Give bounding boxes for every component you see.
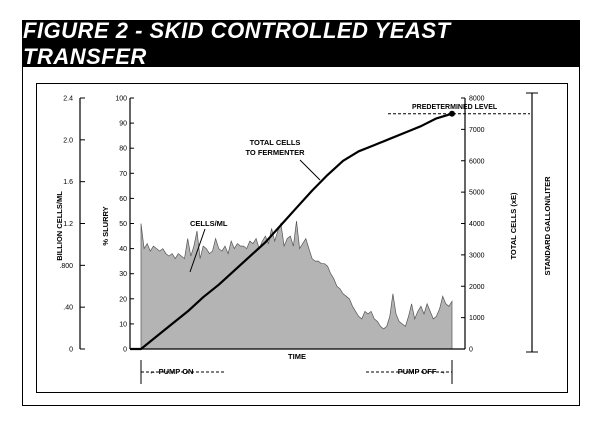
billion-cells-tick-label: 2.4 [63, 96, 73, 103]
chart-title: FIGURE 2 - SKID CONTROLLED YEAST TRANSFE… [23, 18, 579, 69]
series-total-cells-endpoint [449, 110, 455, 117]
billion-cells-tick-label: 2.0 [63, 137, 73, 144]
series-total-cells-label: TOTAL CELLS TO FERMENTER [245, 138, 305, 157]
total-cells-tick-label: 5000 [469, 190, 485, 197]
total-cells-axis-label: TOTAL CELLS (xE) [509, 192, 518, 260]
pump-off-label: PUMP OFF → [398, 367, 446, 376]
total-cells-tick-label: 1000 [469, 315, 485, 322]
series-total-cells-line [130, 112, 453, 351]
standard-gallon-axis-label: STANDARD GALLON/LITER [543, 176, 552, 276]
total-cells-tick-label: 4000 [469, 221, 485, 228]
billion-cells-tick-label: 0 [69, 347, 73, 354]
billion-cells-tick-label: 1.2 [63, 221, 73, 228]
slurry-tick-label: 80 [119, 146, 127, 153]
total-cells-tick-label: 6000 [469, 158, 485, 165]
x-axis-label: TIME [288, 352, 306, 361]
billion-cells-tick-label: .40 [63, 305, 73, 312]
slurry-tick-label: 50 [119, 221, 127, 228]
billion-cells-axis-label: BILLION CELLS/ML [55, 191, 64, 261]
slurry-tick-label: 70 [119, 171, 127, 178]
total-cells-tick-label: 7000 [469, 127, 485, 134]
billion-cells-tick-label: .800 [59, 263, 73, 270]
slurry-tick-label: 90 [119, 121, 127, 128]
slurry-tick-label: 30 [119, 271, 127, 278]
series-cells-ml-area [140, 220, 453, 350]
slurry-tick-label: 40 [119, 246, 127, 253]
total-cells-tick-label: 3000 [469, 252, 485, 259]
series-cells-ml-label: CELLS/ML [190, 219, 228, 228]
slurry-tick-label: 20 [119, 296, 127, 303]
slurry-tick-label: 10 [119, 321, 127, 328]
slurry-axis-label: % SLURRY [101, 206, 110, 245]
slurry-tick-label: 0 [123, 347, 127, 354]
slurry-tick-label: 60 [119, 196, 127, 203]
pump-on-label: ← PUMP ON [149, 367, 193, 376]
total-cells-tick-label: 8000 [469, 96, 485, 103]
series-total-cells-pointer [299, 159, 321, 181]
predetermined-level-label: PREDETERMINED LEVEL [412, 104, 498, 111]
series-cells-ml-pointer [189, 228, 206, 273]
slurry-tick-label: 100 [115, 96, 127, 103]
chart-frame [36, 83, 568, 393]
total-cells-tick-label: 0 [469, 347, 473, 354]
billion-cells-tick-label: 1.6 [63, 179, 73, 186]
total-cells-tick-label: 2000 [469, 284, 485, 291]
